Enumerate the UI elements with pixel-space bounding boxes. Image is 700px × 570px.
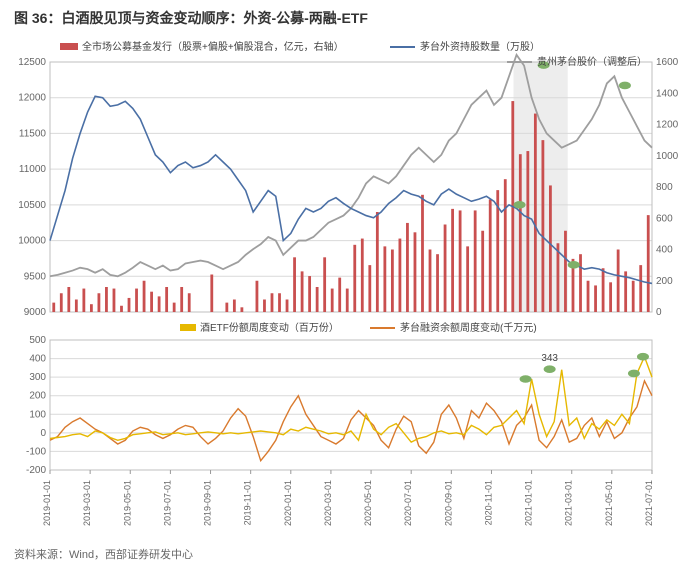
svg-text:600: 600 — [656, 213, 673, 224]
svg-text:酒ETF份额周度变动（百万份）: 酒ETF份额周度变动（百万份） — [200, 321, 339, 334]
svg-text:0: 0 — [40, 428, 46, 439]
svg-text:贵州茅台股价（调整后）: 贵州茅台股价（调整后） — [537, 55, 647, 68]
svg-text:2019-01-01: 2019-01-01 — [42, 480, 52, 526]
svg-text:0: 0 — [656, 307, 662, 318]
svg-text:2021-01-01: 2021-01-01 — [524, 480, 534, 526]
svg-text:1400: 1400 — [656, 88, 679, 99]
chart-container: 图 36：白酒股见顶与资金变动顺序：外资-公募-两融-ETF 9000 9500 1… — [0, 0, 700, 570]
svg-text:2019-09-01: 2019-09-01 — [203, 480, 213, 526]
source-text: 资料来源：Wind，西部证券研发中心 — [0, 542, 700, 566]
figure-title: 图 36：白酒股见顶与资金变动顺序：外资-公募-两融-ETF — [0, 0, 700, 34]
svg-text:400: 400 — [656, 245, 673, 256]
svg-text:2020-07-01: 2020-07-01 — [403, 480, 413, 526]
svg-text:茅台外资持股数量（万股）: 茅台外资持股数量（万股） — [420, 40, 540, 53]
svg-text:10500: 10500 — [18, 200, 46, 211]
charts-svg: 9000950010000105001100011500120001250002… — [0, 34, 700, 542]
svg-text:2020-09-01: 2020-09-01 — [443, 480, 453, 526]
svg-text:2021-03-01: 2021-03-01 — [564, 480, 574, 526]
svg-text:500: 500 — [29, 335, 46, 346]
svg-text:全市场公募基金发行（股票+偏股+偏股混合，亿元，右轴）: 全市场公募基金发行（股票+偏股+偏股混合，亿元，右轴） — [82, 40, 344, 53]
svg-text:2019-05-01: 2019-05-01 — [122, 480, 132, 526]
svg-text:300: 300 — [29, 372, 46, 383]
svg-text:2020-03-01: 2020-03-01 — [323, 480, 333, 526]
svg-text:-100: -100 — [26, 446, 46, 457]
svg-text:2019-07-01: 2019-07-01 — [162, 480, 172, 526]
svg-text:2020-11-01: 2020-11-01 — [483, 480, 493, 525]
svg-text:1200: 1200 — [656, 120, 679, 131]
svg-text:2019-03-01: 2019-03-01 — [82, 480, 92, 526]
svg-text:2020-05-01: 2020-05-01 — [363, 480, 373, 526]
svg-text:1000: 1000 — [656, 151, 679, 162]
svg-text:12500: 12500 — [18, 57, 46, 68]
svg-text:200: 200 — [656, 276, 673, 287]
svg-text:100: 100 — [29, 409, 46, 420]
svg-text:10000: 10000 — [18, 236, 46, 247]
chart-area: 9000950010000105001100011500120001250002… — [0, 34, 700, 542]
svg-text:9000: 9000 — [24, 307, 47, 318]
svg-text:2019-11-01: 2019-11-01 — [243, 480, 253, 525]
svg-text:-200: -200 — [26, 465, 46, 476]
svg-text:9500: 9500 — [24, 271, 47, 282]
svg-text:200: 200 — [29, 391, 46, 402]
svg-text:2020-01-01: 2020-01-01 — [283, 480, 293, 526]
svg-text:400: 400 — [29, 354, 46, 365]
svg-text:12000: 12000 — [18, 93, 46, 104]
svg-text:2021-07-01: 2021-07-01 — [644, 480, 654, 526]
svg-text:茅台融资余额周度变动(千万元): 茅台融资余额周度变动(千万元) — [400, 321, 537, 334]
svg-text:2021-05-01: 2021-05-01 — [604, 480, 614, 526]
svg-text:800: 800 — [656, 182, 673, 193]
svg-text:343: 343 — [541, 353, 558, 364]
svg-text:11500: 11500 — [19, 128, 47, 139]
svg-text:11000: 11000 — [19, 164, 47, 175]
svg-text:1600: 1600 — [656, 57, 679, 68]
